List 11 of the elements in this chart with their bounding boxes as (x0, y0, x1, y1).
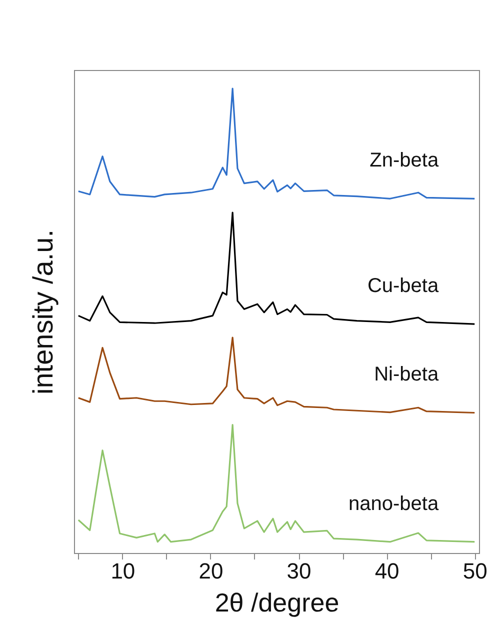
x-tick-label: 40 (374, 558, 400, 584)
x-tick-label: 10 (110, 558, 136, 584)
x-tick-label: 50 (462, 558, 488, 584)
x-tick-label: 30 (286, 558, 312, 584)
series-label: Cu-beta (367, 275, 440, 298)
series-label: nano-beta (348, 492, 440, 515)
x-tick-label: 20 (198, 558, 224, 584)
series-label: Ni-beta (374, 364, 440, 386)
y-axis-title: intensity /a.u. (28, 230, 58, 394)
series-label: Zn-beta (370, 150, 440, 172)
x-axis-title: 2θ /degree (214, 588, 340, 618)
